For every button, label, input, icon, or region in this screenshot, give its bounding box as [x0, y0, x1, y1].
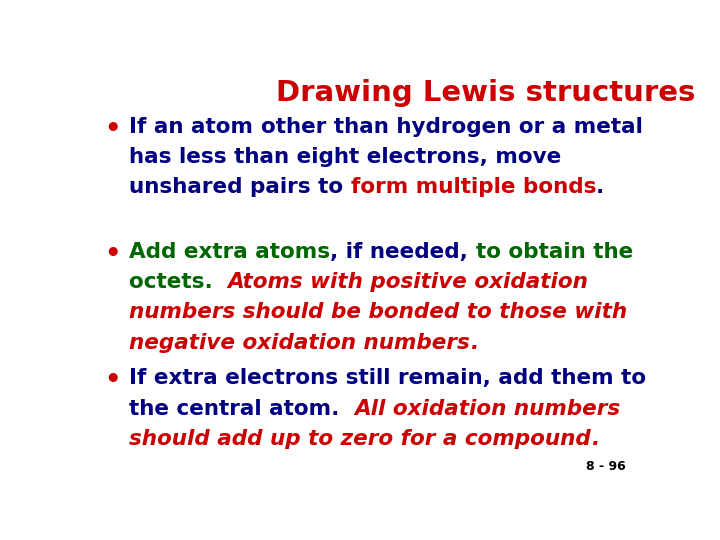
Text: •: • — [104, 368, 120, 394]
Text: octets.: octets. — [129, 272, 228, 292]
Text: to obtain the: to obtain the — [475, 241, 633, 261]
Text: Add extra atoms: Add extra atoms — [129, 241, 330, 261]
Text: 8 - 96: 8 - 96 — [586, 460, 626, 473]
Text: .: . — [591, 429, 599, 449]
Text: .: . — [596, 178, 604, 198]
Text: If an atom: If an atom — [129, 117, 261, 137]
Text: Drawing Lewis structures: Drawing Lewis structures — [276, 79, 696, 107]
Text: should add up to zero for a compound: should add up to zero for a compound — [129, 429, 591, 449]
Text: unshared pairs to: unshared pairs to — [129, 178, 351, 198]
Text: •: • — [104, 117, 120, 143]
Text: .: . — [470, 333, 478, 353]
Text: , if needed,: , if needed, — [330, 241, 475, 261]
Text: negative oxidation numbers: negative oxidation numbers — [129, 333, 470, 353]
Text: the central atom.: the central atom. — [129, 399, 354, 418]
Text: All oxidation numbers: All oxidation numbers — [354, 399, 621, 418]
Text: has less than eight electrons, move: has less than eight electrons, move — [129, 147, 562, 167]
Text: If extra electrons still remain, add them to: If extra electrons still remain, add the… — [129, 368, 646, 388]
Text: numbers should be bonded to those with: numbers should be bonded to those with — [129, 302, 627, 322]
Text: form multiple bonds: form multiple bonds — [351, 178, 596, 198]
Text: other than hydrogen or a metal: other than hydrogen or a metal — [261, 117, 642, 137]
Text: Atoms with positive oxidation: Atoms with positive oxidation — [228, 272, 589, 292]
Text: •: • — [104, 241, 120, 267]
